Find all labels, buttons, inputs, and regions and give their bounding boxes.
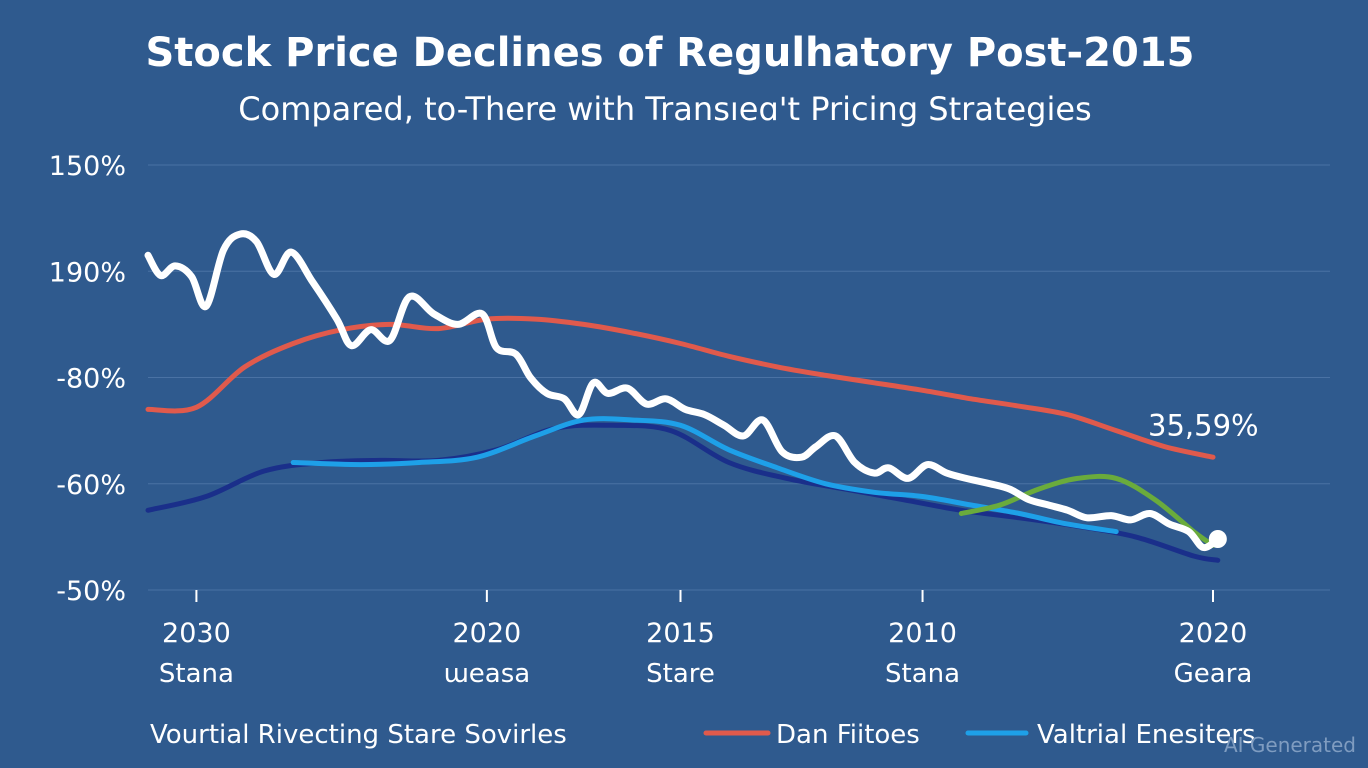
legend-label: Valtrial Enesiters xyxy=(1037,720,1256,750)
x-tick-label: 2010 xyxy=(888,618,957,649)
legend: Vourtial Rivecting Stare Sovirles Dan Fii… xyxy=(150,720,1256,750)
x-tick-sublabel: Stana xyxy=(885,659,960,689)
y-tick-label: -50% xyxy=(56,576,126,607)
annotation-label: 35,59% xyxy=(1148,408,1259,442)
x-tick-label: 2020 xyxy=(453,618,522,649)
series-end-marker xyxy=(1208,530,1227,548)
chart-title: Stock Price Declines of Regulhatory Post… xyxy=(146,30,1195,76)
chart-subtitle: Compared, to-There with Transıeɑ't Prici… xyxy=(238,90,1091,128)
series-line-3 xyxy=(145,422,1221,563)
y-axis: 150% 190% -80% -60% -50% xyxy=(49,151,126,607)
x-tick-sublabel: Stare xyxy=(646,659,715,689)
x-tick-label: 2020 xyxy=(1179,618,1248,649)
legend-label: Dan Fiitoes xyxy=(776,720,920,750)
x-tick-label: 2015 xyxy=(646,618,715,649)
x-tick-sublabel: ɯeasa xyxy=(443,659,530,689)
x-axis: 2030 Stana 2020 ɯeasa 2015 Stare 2010 Stana 2020… xyxy=(159,590,1252,689)
series-layer xyxy=(144,230,1227,563)
grid xyxy=(148,164,1330,591)
x-tick-sublabel: Geara xyxy=(1174,659,1253,689)
watermark: AI Generated xyxy=(1224,733,1356,757)
y-tick-label: -60% xyxy=(56,470,126,501)
series-line-0 xyxy=(144,230,1222,552)
legend-label: Vourtial Rivecting Stare Sovirles xyxy=(150,720,567,750)
y-tick-label: -80% xyxy=(56,364,126,395)
x-tick-sublabel: Stana xyxy=(159,659,234,689)
y-tick-label: 150% xyxy=(49,151,126,182)
annotations: 35,59% xyxy=(1148,408,1259,442)
x-tick-label: 2030 xyxy=(162,618,231,649)
y-tick-label: 190% xyxy=(49,257,126,288)
series-line-1 xyxy=(145,315,1216,460)
